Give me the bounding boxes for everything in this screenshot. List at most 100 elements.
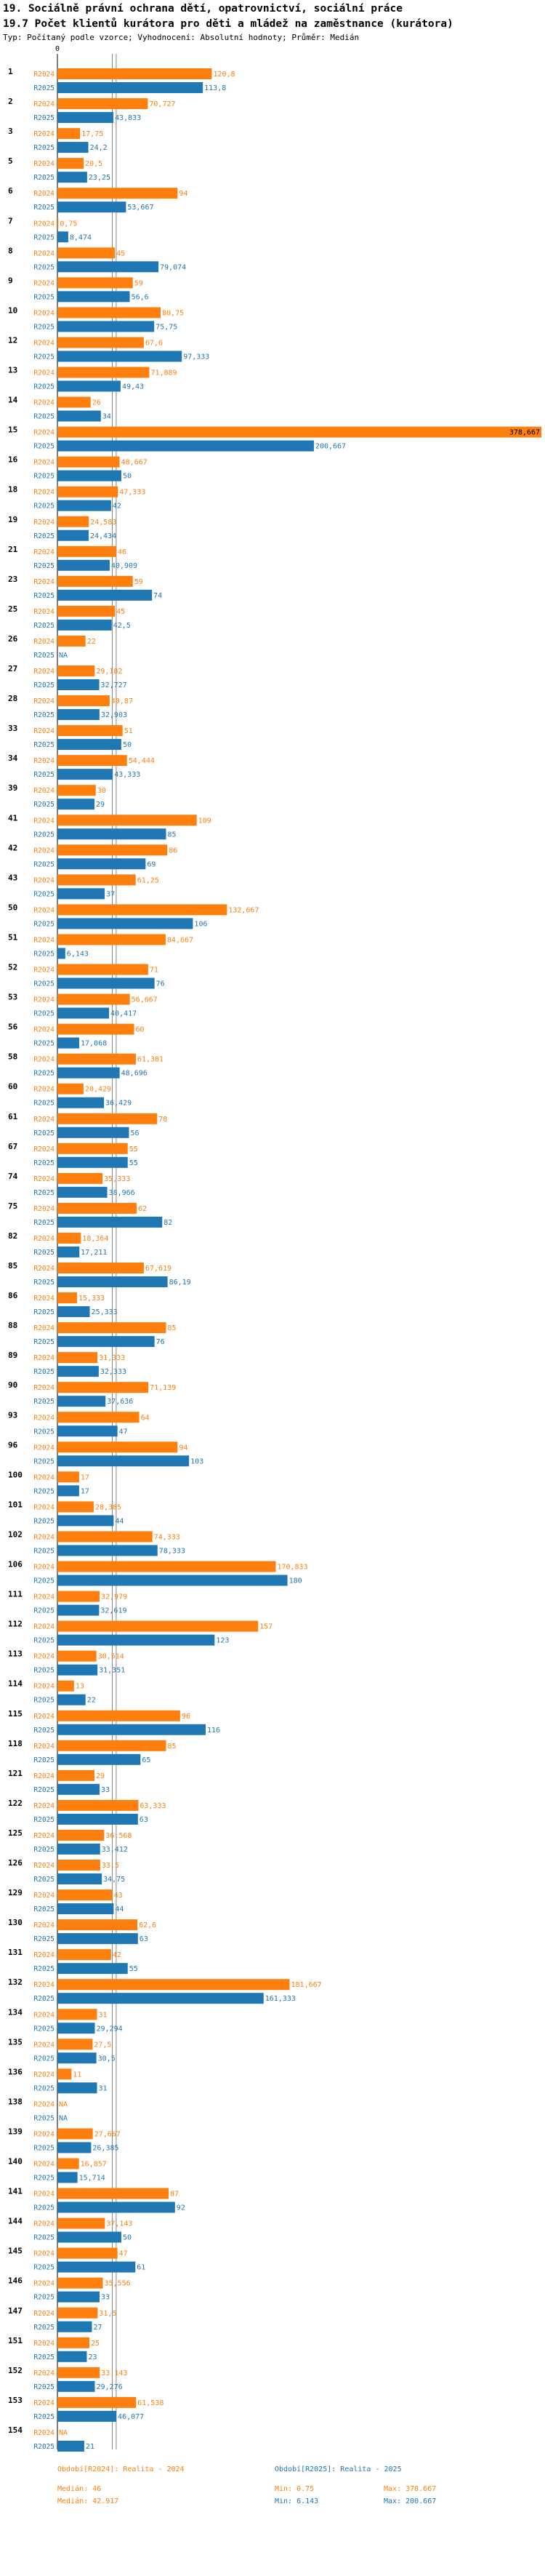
category-label: 106 xyxy=(8,1560,23,1569)
data-label-r2024: 31,333 xyxy=(99,1354,125,1362)
series-label-r2025: R2025 xyxy=(33,1308,54,1316)
data-label-r2025: 82 xyxy=(164,1219,172,1227)
data-label-r2025: 24,434 xyxy=(90,532,116,540)
data-label-r2025: 40,909 xyxy=(111,562,137,570)
bar-r2024 xyxy=(57,1083,84,1095)
bar-r2024 xyxy=(57,1382,149,1393)
bar-r2025 xyxy=(57,2201,175,2213)
series-label-r2025: R2025 xyxy=(33,383,54,391)
bar-r2025 xyxy=(57,291,130,303)
series-label-r2024: R2024 xyxy=(33,727,54,735)
bar-r2025 xyxy=(57,1724,206,1735)
bar-r2025 xyxy=(57,1276,168,1287)
series-label-r2025: R2025 xyxy=(33,413,54,421)
series-label-r2025: R2025 xyxy=(33,1905,54,1913)
category-label: 27 xyxy=(8,664,17,673)
category-label: 82 xyxy=(8,1231,17,1241)
bar-r2025 xyxy=(57,1903,114,1915)
data-label-r2025: 32,333 xyxy=(100,1368,126,1376)
data-label-r2024: 59 xyxy=(134,578,143,586)
data-label-r2025: 31 xyxy=(99,2084,108,2092)
data-label-r2024: 84,667 xyxy=(167,936,193,944)
series-label-r2024: R2024 xyxy=(33,578,54,586)
series-label-r2024: R2024 xyxy=(33,1683,54,1691)
series-label-r2024: R2024 xyxy=(33,2100,54,2108)
series-label-r2025: R2025 xyxy=(33,592,54,600)
series-label-r2025: R2025 xyxy=(33,801,54,809)
data-label-r2024: 32,979 xyxy=(101,1593,127,1601)
category-label: 12 xyxy=(8,335,17,345)
data-label-r2024: 31,5 xyxy=(99,2310,116,2318)
data-label-r2025: 76 xyxy=(156,1338,165,1346)
series-label-r2024: R2024 xyxy=(33,2280,54,2288)
bar-r2024 xyxy=(57,1322,166,1334)
data-label-r2024: 71,889 xyxy=(150,369,177,377)
series-label-r2024: R2024 xyxy=(33,548,54,556)
series-label-r2024: R2024 xyxy=(33,2250,54,2258)
bar-r2024 xyxy=(57,1172,103,1184)
bar-r2024 xyxy=(57,1889,113,1901)
category-label: 39 xyxy=(8,783,17,793)
series-label-r2024: R2024 xyxy=(33,1295,54,1303)
series-label-r2024: R2024 xyxy=(33,847,54,855)
data-label-r2024: 62,6 xyxy=(139,1921,156,1929)
category-label: 56 xyxy=(8,1023,18,1032)
bar-r2025 xyxy=(57,261,159,273)
category-label: 113 xyxy=(8,1649,23,1659)
series-label-r2025: R2025 xyxy=(33,1398,54,1406)
data-label-r2024: 61,381 xyxy=(137,1056,164,1064)
series-label-r2024: R2024 xyxy=(33,1832,54,1840)
bar-r2024 xyxy=(57,904,227,916)
series-label-r2025: R2025 xyxy=(33,2413,54,2421)
series-label-r2025: R2025 xyxy=(33,741,54,749)
series-label-r2025: R2025 xyxy=(33,1338,54,1346)
bar-r2024 xyxy=(57,1650,97,1662)
data-label-r2024: 37,143 xyxy=(106,2220,132,2228)
series-label-r2025: R2025 xyxy=(33,1667,54,1675)
data-label-r2025: 24,2 xyxy=(90,144,108,152)
series-label-r2024: R2024 xyxy=(33,1503,54,1511)
series-label-r2024: R2024 xyxy=(33,608,54,616)
data-label-r2024: 109 xyxy=(198,817,211,825)
data-label-r2025: 106 xyxy=(194,920,207,928)
series-label-r2025: R2025 xyxy=(33,1159,54,1167)
data-label-r2025: 47 xyxy=(119,1428,128,1436)
bar-r2024 xyxy=(57,516,89,527)
data-label-r2025: 21 xyxy=(86,2443,94,2451)
data-label-r2024: 59 xyxy=(134,279,143,287)
category-label: 141 xyxy=(8,2187,23,2196)
data-label-r2024: 40,87 xyxy=(111,697,133,705)
category-label: 9 xyxy=(8,276,13,285)
category-label: 61 xyxy=(8,1112,18,1121)
data-label-r2024: 31 xyxy=(99,2011,108,2019)
category-label: 13 xyxy=(8,366,17,375)
bar-r2025 xyxy=(57,529,89,541)
bar-r2024 xyxy=(57,755,127,767)
bar-r2025 xyxy=(57,1783,100,1795)
chart-title: 19.7 Počet klientů kurátora pro děti a m… xyxy=(3,18,453,30)
category-label: 41 xyxy=(8,813,18,823)
category-label: 10 xyxy=(8,305,17,315)
bar-r2024 xyxy=(57,695,110,707)
series-label-r2024: R2024 xyxy=(33,369,54,377)
data-label-r2024: 67,619 xyxy=(145,1265,171,1273)
category-label: 16 xyxy=(8,455,18,465)
data-label-r2025: 17,068 xyxy=(81,1040,107,1048)
data-label-r2025: 123 xyxy=(216,1637,229,1645)
data-label-r2025: 42,5 xyxy=(113,622,131,630)
data-label-r2025: 92 xyxy=(177,2204,185,2212)
bar-r2025 xyxy=(57,2023,95,2034)
series-label-r2024: R2024 xyxy=(33,429,54,437)
bar-r2025 xyxy=(57,321,155,332)
bar-r2025 xyxy=(57,1216,163,1228)
bar-r2024 xyxy=(57,98,148,110)
data-label-r2025: 15,714 xyxy=(79,2175,105,2183)
series-label-r2024: R2024 xyxy=(33,1116,54,1124)
bar-r2025 xyxy=(57,1963,128,1975)
data-label-r2024: 27,5 xyxy=(94,2041,111,2049)
bar-r2024 xyxy=(57,2068,72,2080)
bar-r2025 xyxy=(57,142,89,153)
bar-r2025 xyxy=(57,1127,129,1138)
data-label-r2024: 30 xyxy=(97,787,106,795)
